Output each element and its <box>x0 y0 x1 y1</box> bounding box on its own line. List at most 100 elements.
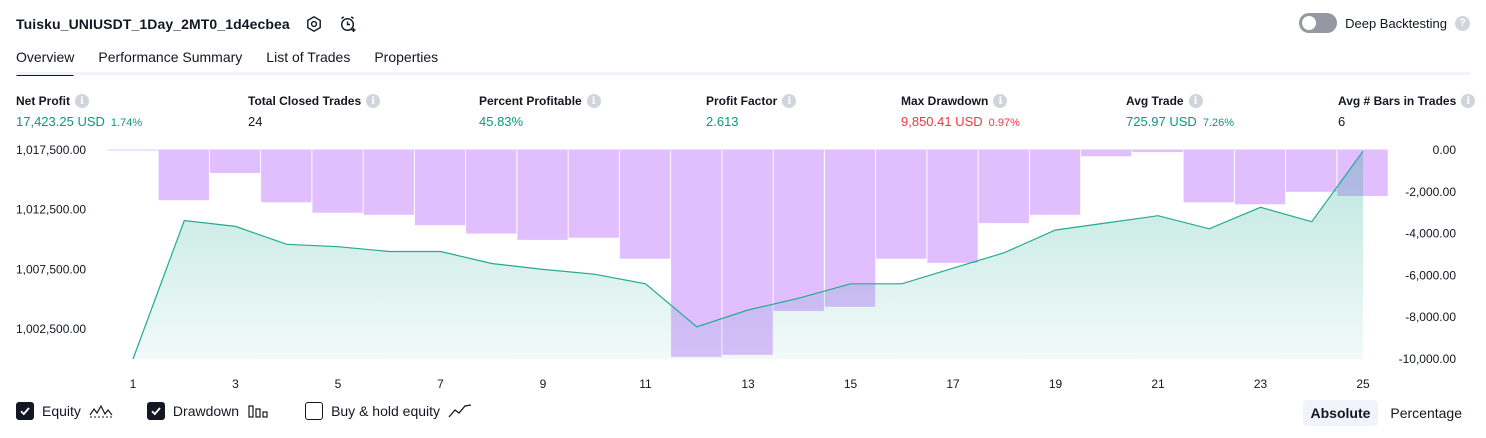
metric-value: 24 <box>248 114 263 129</box>
drawdown-bar <box>466 150 517 234</box>
info-icon[interactable]: i <box>75 94 89 108</box>
deep-backtesting-toggle[interactable] <box>1299 13 1338 33</box>
right-axis-tick-label: -10,000.00 <box>1399 352 1457 366</box>
equity-drawdown-chart[interactable]: 1,017,500.00 1,012,500.00 1,007,500.00 1,00… <box>0 140 1486 398</box>
drawdown-bar <box>619 150 671 259</box>
right-axis-tick-label: -2,000.00 <box>1405 185 1456 199</box>
left-axis-tick-label: 1,007,500.00 <box>16 262 86 276</box>
x-axis-tick-label: 19 <box>1049 377 1063 391</box>
legend-equity[interactable]: Equity <box>16 402 113 420</box>
info-icon[interactable]: i <box>586 94 601 108</box>
buy-hold-glyph-icon <box>448 403 472 419</box>
metric-net-profit: Net Profit i 17,423.25 USD 1.74% <box>16 93 142 129</box>
metric-label: Total Closed Trades <box>248 94 362 108</box>
equity-glyph-icon <box>89 403 113 419</box>
equity-checkbox[interactable] <box>16 402 34 420</box>
metric-value: 725.97 USD <box>1126 114 1197 129</box>
drawdown-bar <box>1029 150 1081 215</box>
metric-value: 9,850.41 USD <box>901 114 983 129</box>
metric-profit-factor: Profit Factor i 2.613 <box>706 93 797 129</box>
help-icon[interactable]: ? <box>1455 15 1470 31</box>
x-axis-tick-label: 5 <box>335 377 342 391</box>
drawdown-bar <box>1183 150 1234 203</box>
metric-value: 6 <box>1338 114 1346 129</box>
metric-label: Max Drawdown <box>901 94 989 108</box>
tab-list-of-trades[interactable]: List of Trades <box>266 49 351 65</box>
metric-value: 2.613 <box>706 114 739 129</box>
drawdown-checkbox[interactable] <box>146 402 165 420</box>
drawdown-bar <box>1132 150 1183 153</box>
equity-line <box>132 150 1364 360</box>
metric-percent: 7.26% <box>1202 117 1235 129</box>
right-axis-tick-label: -4,000.00 <box>1405 227 1456 241</box>
drawdown-glyph-icon <box>247 403 271 419</box>
legend-drawdown[interactable]: Drawdown <box>146 402 271 420</box>
buy-hold-checkbox[interactable] <box>305 402 324 420</box>
metric-avg-bars-in-trades: Avg # Bars in Trades i 6 <box>1338 93 1476 129</box>
x-axis-tick-label: 15 <box>844 377 858 391</box>
x-axis-tick-label: 3 <box>232 377 239 391</box>
tab-overview[interactable]: Overview <box>16 48 75 76</box>
report-tabs: Overview Performance Summary List of Tra… <box>16 48 439 76</box>
mode-percentage[interactable]: Percentage <box>1390 405 1462 421</box>
metric-value: 17,423.25 USD <box>16 114 105 129</box>
info-icon[interactable]: i <box>366 94 381 108</box>
right-axis-tick-label: -6,000.00 <box>1405 268 1456 282</box>
tab-properties[interactable]: Properties <box>374 49 439 65</box>
metric-percent: 1.74% <box>110 117 143 129</box>
metric-label: Avg # Bars in Trades <box>1338 94 1457 108</box>
deep-backtesting-label: Deep Backtesting <box>1345 15 1447 31</box>
drawdown-bar <box>312 150 363 213</box>
info-icon[interactable]: i <box>993 94 1008 108</box>
x-axis-tick-label: 13 <box>741 377 755 391</box>
drawdown-bar <box>1234 150 1286 205</box>
tab-divider <box>16 72 1470 75</box>
metric-label: Percent Profitable <box>479 94 582 108</box>
legend-buy-hold-equity[interactable]: Buy & hold equity <box>305 402 472 420</box>
metric-total-closed-trades: Total Closed Trades i 24 <box>248 93 381 129</box>
drawdown-bar <box>363 150 414 215</box>
drawdown-bar <box>978 150 1029 224</box>
drawdown-bar <box>158 150 209 201</box>
info-icon[interactable]: i <box>782 94 797 108</box>
metric-percent-profitable: Percent Profitable i 45.83% <box>479 93 601 129</box>
legend-label: Buy & hold equity <box>331 403 441 419</box>
settings-icon[interactable] <box>304 14 324 34</box>
value-mode-switch: Absolute Percentage <box>1302 400 1471 426</box>
x-axis-tick-label: 17 <box>946 377 960 391</box>
drawdown-bar <box>261 150 312 203</box>
legend-label: Equity <box>42 403 81 419</box>
left-axis-tick-label: 1,002,500.00 <box>16 322 86 336</box>
drawdown-bar <box>927 150 978 263</box>
info-icon[interactable]: i <box>1461 94 1476 108</box>
drawdown-bar <box>1081 150 1132 157</box>
right-axis-tick-label: -8,000.00 <box>1405 310 1456 324</box>
metric-percent: 0.97% <box>988 117 1020 129</box>
drawdown-bar <box>824 150 876 307</box>
tab-performance-summary[interactable]: Performance Summary <box>98 49 243 65</box>
x-axis-tick-label: 11 <box>639 377 652 391</box>
metric-label: Avg Trade <box>1126 94 1184 108</box>
mode-absolute[interactable]: Absolute <box>1302 400 1379 426</box>
metric-label: Net Profit <box>16 94 70 108</box>
x-axis-tick-label: 25 <box>1356 377 1370 391</box>
info-icon[interactable]: i <box>1188 94 1203 108</box>
metric-value: 45.83% <box>479 114 524 129</box>
alarm-add-icon[interactable] <box>338 14 358 34</box>
x-axis-tick-label: 7 <box>437 377 444 391</box>
drawdown-bar <box>209 150 261 173</box>
metric-max-drawdown: Max Drawdown i 9,850.41 USD 0.97% <box>901 93 1020 129</box>
metric-avg-trade: Avg Trade i 725.97 USD 7.26% <box>1126 93 1234 129</box>
x-axis-tick-label: 23 <box>1254 377 1268 391</box>
drawdown-bar <box>517 150 568 240</box>
drawdown-bar <box>414 150 466 226</box>
toggle-knob <box>1302 16 1317 30</box>
x-axis-tick-label: 1 <box>130 377 137 391</box>
equity-area <box>133 151 1363 359</box>
drawdown-bar <box>1286 150 1337 192</box>
chart-legend: Equity Drawdown Buy & hold equity <box>16 402 472 420</box>
drawdown-bar <box>773 150 824 311</box>
x-axis-tick-label: 9 <box>540 377 547 391</box>
left-axis-tick-label: 1,017,500.00 <box>16 143 86 157</box>
drawdown-bar <box>568 150 619 238</box>
